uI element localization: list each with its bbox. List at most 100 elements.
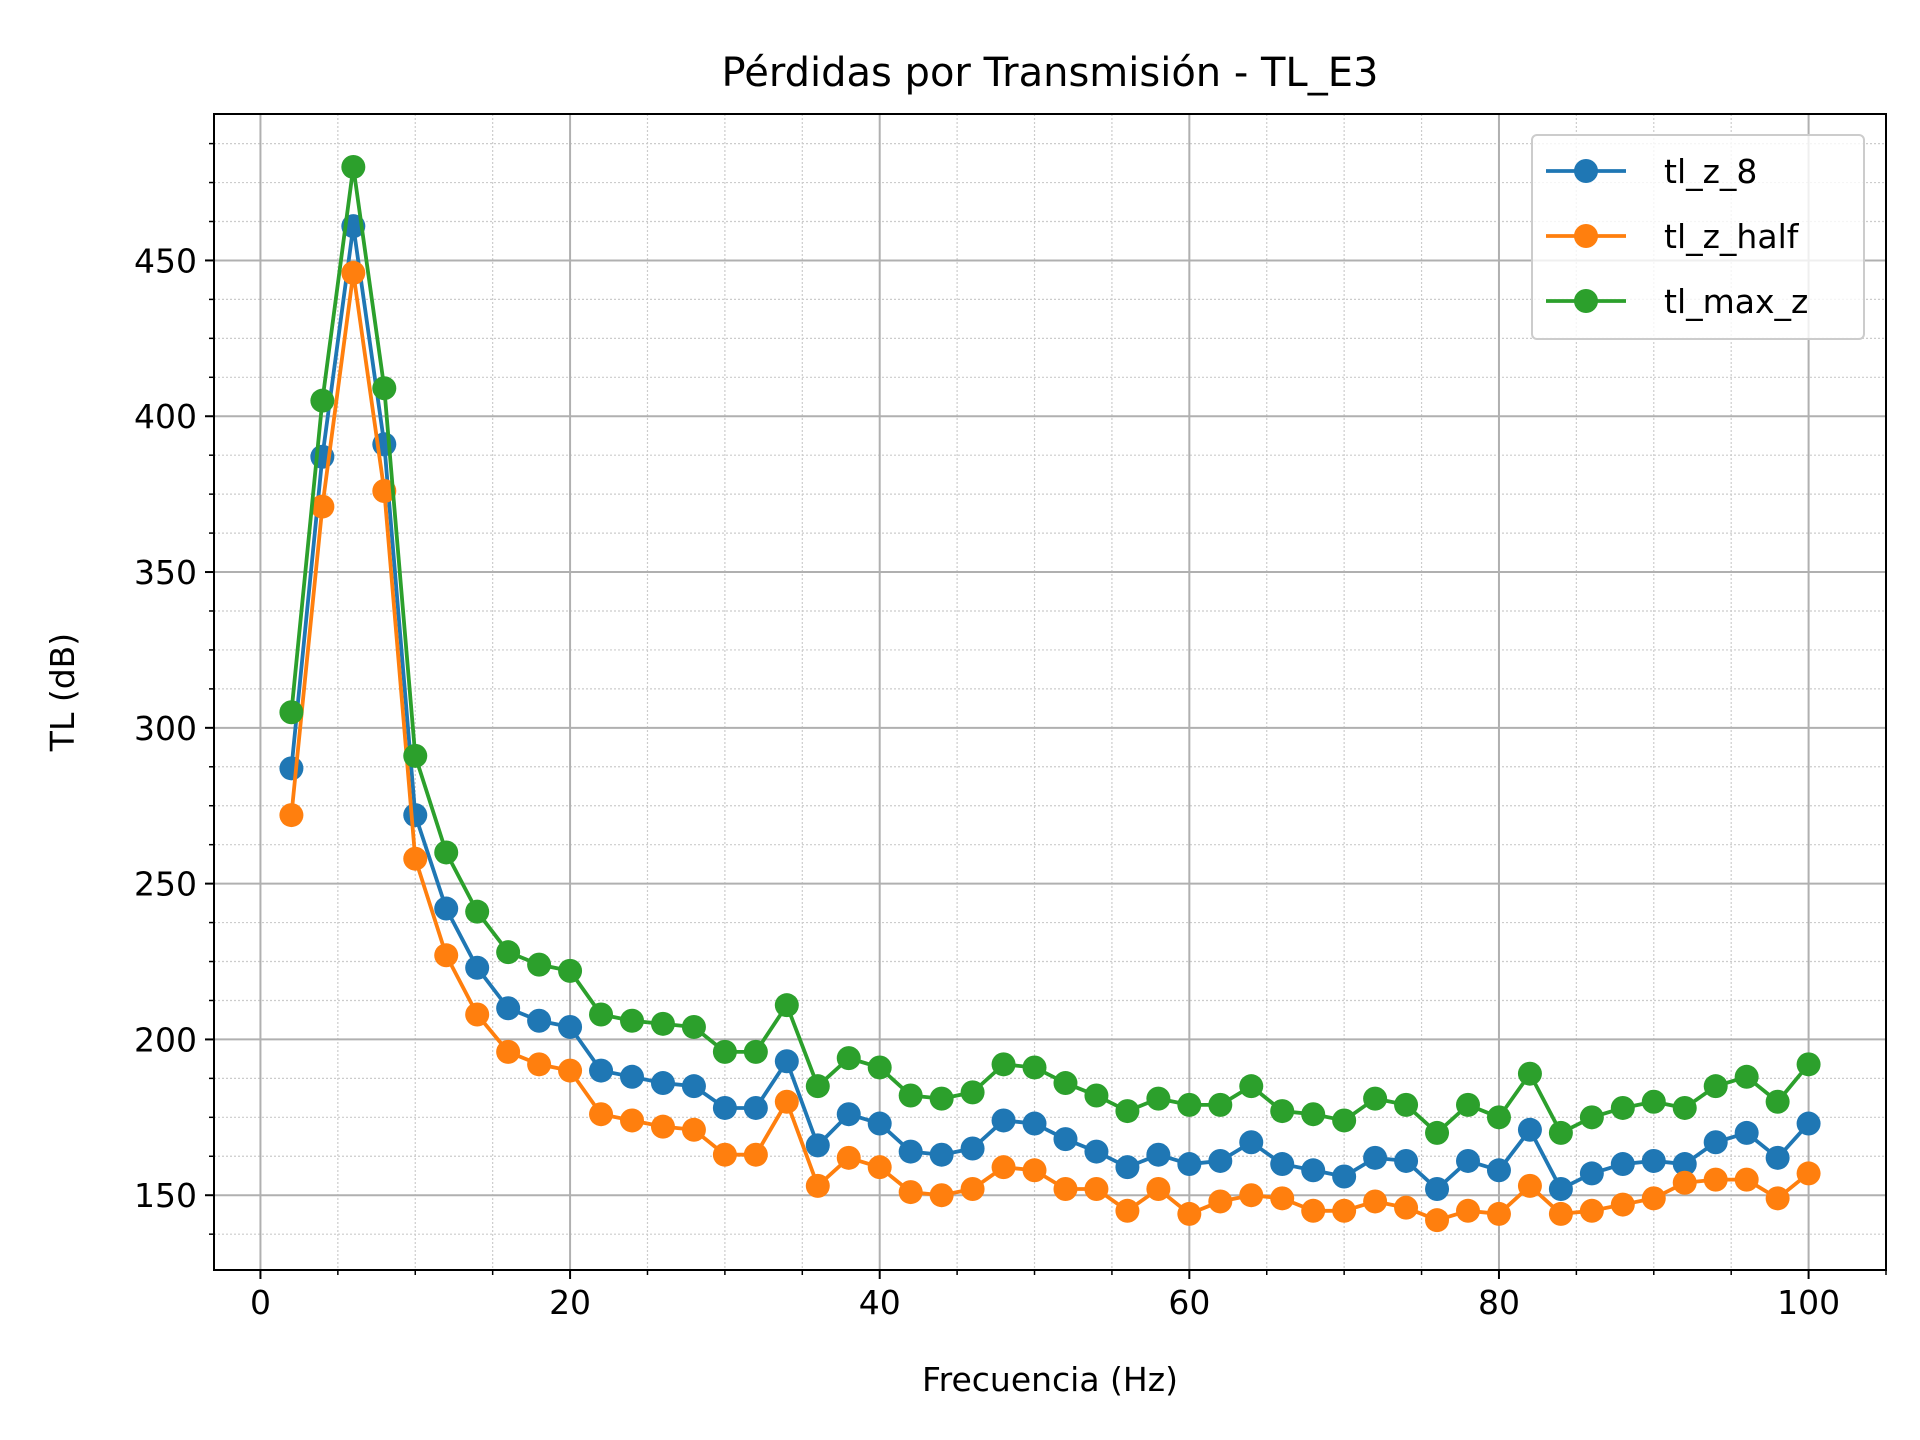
data-point-tl_z_8 <box>1765 1145 1790 1170</box>
x-tick-label: 0 <box>250 1283 271 1322</box>
data-point-tl_z_8 <box>1301 1158 1326 1183</box>
data-point-tl_z_half <box>1579 1198 1604 1223</box>
data-point-tl_z_8 <box>1703 1130 1728 1155</box>
data-point-tl_z_half <box>1765 1186 1790 1211</box>
data-point-tl_z_half <box>1734 1167 1759 1192</box>
data-point-tl_z_half <box>650 1114 675 1139</box>
data-point-tl_z_8 <box>1363 1145 1388 1170</box>
data-point-tl_max_z <box>1270 1099 1295 1124</box>
legend-marker <box>1574 289 1598 313</box>
data-point-tl_z_half <box>1208 1189 1233 1214</box>
legend-item-tl_z_8: tl_z_8 <box>1546 152 1757 191</box>
legend-label: tl_z_8 <box>1664 152 1757 191</box>
data-point-tl_z_half <box>867 1155 892 1180</box>
legend-label: tl_max_z <box>1664 282 1808 321</box>
data-point-tl_max_z <box>867 1055 892 1080</box>
data-point-tl_z_half <box>1332 1198 1357 1223</box>
data-point-tl_max_z <box>403 743 428 768</box>
legend: tl_z_8 tl_z_half tl_max_z <box>1531 134 1865 340</box>
data-point-tl_z_8 <box>1517 1117 1542 1142</box>
data-point-tl_z_8 <box>1579 1161 1604 1186</box>
data-point-tl_z_half <box>1548 1201 1573 1226</box>
data-point-tl_z_half <box>1270 1186 1295 1211</box>
data-point-tl_z_half <box>496 1039 521 1064</box>
data-point-tl_max_z <box>1610 1095 1635 1120</box>
y-tick-label: 200 <box>134 1020 197 1059</box>
data-point-tl_z_half <box>1425 1208 1450 1233</box>
data-point-tl_z_8 <box>496 996 521 1021</box>
data-point-tl_max_z <box>1548 1120 1573 1145</box>
data-point-tl_z_half <box>558 1058 583 1083</box>
data-point-tl_z_half <box>1301 1198 1326 1223</box>
data-point-tl_z_8 <box>1610 1152 1635 1177</box>
data-point-tl_max_z <box>1579 1105 1604 1130</box>
data-point-tl_z_8 <box>1641 1148 1666 1173</box>
data-point-tl_z_half <box>1517 1173 1542 1198</box>
legend-label: tl_z_half <box>1664 217 1800 256</box>
data-point-tl_z_8 <box>279 756 304 781</box>
data-point-tl_max_z <box>712 1039 737 1064</box>
data-point-tl_max_z <box>743 1039 768 1064</box>
data-point-tl_z_8 <box>1425 1176 1450 1201</box>
tick-labels: 0 20 40 60 80 100 150 200 250 300 350 400 450 <box>134 241 1840 1322</box>
data-point-tl_max_z <box>898 1083 923 1108</box>
data-point-tl_z_8 <box>1239 1130 1264 1155</box>
data-point-tl_z_half <box>372 479 397 504</box>
chart-title: Pérdidas por Transmisión - TL_E3 <box>722 50 1379 96</box>
legend-item-tl_max_z: tl_max_z <box>1546 282 1808 321</box>
data-point-tl_max_z <box>1239 1074 1264 1099</box>
data-point-tl_max_z <box>1641 1089 1666 1114</box>
data-point-tl_z_8 <box>527 1008 552 1033</box>
data-point-tl_z_8 <box>589 1058 614 1083</box>
data-point-tl_max_z <box>372 376 397 401</box>
data-point-tl_z_half <box>1022 1158 1047 1183</box>
data-point-tl_z_8 <box>1394 1148 1419 1173</box>
data-point-tl_max_z <box>558 958 583 983</box>
data-point-tl_z_half <box>341 260 366 285</box>
data-point-tl_z_8 <box>1177 1152 1202 1177</box>
data-point-tl_z_8 <box>1146 1142 1171 1167</box>
x-tick-label: 40 <box>859 1283 901 1322</box>
data-point-tl_max_z <box>1146 1086 1171 1111</box>
data-point-tl_z_half <box>1177 1201 1202 1226</box>
data-point-tl_max_z <box>991 1052 1016 1077</box>
data-point-tl_z_half <box>1610 1192 1635 1217</box>
legend-marker <box>1574 224 1598 248</box>
y-tick-label: 150 <box>134 1176 197 1215</box>
data-point-tl_max_z <box>1115 1099 1140 1124</box>
plot-frame <box>213 113 1887 1271</box>
data-point-tl_z_8 <box>558 1014 583 1039</box>
data-point-tl_max_z <box>805 1074 830 1099</box>
data-point-tl_max_z <box>1394 1092 1419 1117</box>
series-layer <box>279 154 1821 1233</box>
data-point-tl_z_half <box>1456 1198 1480 1223</box>
data-point-tl_z_8 <box>1115 1155 1140 1180</box>
data-point-tl_z_8 <box>929 1142 954 1167</box>
data-point-tl_z_8 <box>1456 1148 1480 1173</box>
legend-marker <box>1574 159 1598 183</box>
data-point-tl_max_z <box>1486 1105 1511 1130</box>
data-point-tl_z_half <box>1146 1176 1171 1201</box>
data-point-tl_max_z <box>1053 1071 1078 1096</box>
data-point-tl_z_half <box>743 1142 768 1167</box>
data-point-tl_max_z <box>1301 1102 1326 1127</box>
data-point-tl_z_half <box>929 1183 954 1208</box>
data-point-tl_max_z <box>465 899 490 924</box>
data-point-tl_z_8 <box>960 1136 985 1161</box>
data-point-tl_max_z <box>620 1008 644 1033</box>
data-point-tl_max_z <box>279 700 304 725</box>
data-point-tl_max_z <box>1332 1108 1357 1133</box>
data-point-tl_max_z <box>341 154 366 179</box>
data-point-tl_z_half <box>1363 1189 1388 1214</box>
data-point-tl_z_8 <box>1053 1127 1078 1152</box>
data-point-tl_z_8 <box>805 1133 830 1158</box>
y-tick-label: 300 <box>134 709 197 748</box>
axis-ticks <box>205 142 1887 1279</box>
data-point-tl_max_z <box>527 952 552 977</box>
y-tick-label: 350 <box>134 553 197 592</box>
data-point-tl_z_half <box>774 1089 799 1114</box>
data-point-tl_max_z <box>1363 1086 1388 1111</box>
data-point-tl_z_half <box>1641 1186 1666 1211</box>
data-point-tl_max_z <box>1734 1064 1759 1089</box>
